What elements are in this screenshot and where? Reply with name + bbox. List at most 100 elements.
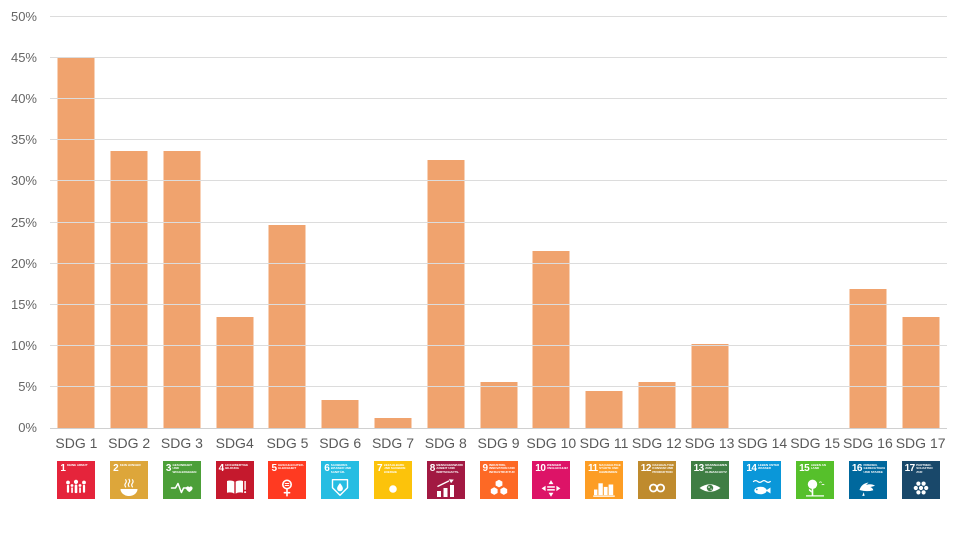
sdg-icon-header: 15 LEBEN AN LAND	[796, 461, 834, 473]
gridline-20	[50, 262, 947, 264]
bar-sdg4	[216, 317, 254, 428]
bar-slot-sdg-7	[367, 17, 420, 428]
sdg-icon-number: 4	[218, 462, 225, 474]
sdg-8-icon: 8MENSCHENWÜRDIGE ARBEIT UND WIRTSCHAFTS-…	[426, 461, 465, 499]
bar-sdg-5	[268, 224, 306, 428]
sdg-icon-slot-2: 2 KEIN HUNGER	[103, 461, 156, 499]
x-axis-label-sdg-14: SDG 14	[737, 435, 788, 451]
sdg-icon-header: 9 INDUSTRIE, INNOVATION UND INFRASTRUKTUR	[480, 461, 518, 473]
sdg-icon-title: KEIN HUNGER	[119, 464, 141, 467]
sdg-icon-title: NACHHALTIGE/R KONSUM UND PRODUKTION	[652, 464, 674, 473]
sdg-icon-slot-7: 7 BEZAHLBARE UND SAUBERE ENERGIE	[367, 461, 420, 499]
sdg-icon-number: 3	[165, 462, 172, 474]
bar-slot-sdg-11	[578, 17, 631, 428]
x-axis-label-sdg-9: SDG 9	[477, 435, 520, 451]
y-axis-tick-label: 10%	[10, 337, 37, 353]
y-axis-tick-label: 0%	[18, 420, 37, 435]
gender-equality-icon	[275, 478, 299, 498]
sdg-icon-header: 2 KEIN HUNGER	[110, 461, 148, 473]
sdg-icon-number: 8	[429, 462, 436, 474]
x-axis-label-sdg-3: SDG 3	[160, 435, 203, 451]
sdg-icon-title: WENIGER UNGLEICHHEITEN	[546, 464, 568, 471]
bar-sdg-6	[321, 400, 359, 428]
sdg-icon-title: GESUNDHEIT UND WOHLERGEHEN	[172, 464, 197, 473]
x-axis-label-sdg-11: SDG 11	[579, 435, 629, 451]
sdg-icon-header: 7 BEZAHLBARE UND SAUBERE ENERGIE	[374, 461, 412, 473]
book-icon	[223, 478, 247, 498]
gridline-25	[50, 221, 947, 223]
bar-sdg-10	[532, 251, 570, 428]
x-axis-label-sdg-5: SDG 5	[266, 435, 309, 451]
bar-sdg-11	[585, 391, 623, 428]
sdg-4-icon: 4 HOCHWERTIGE BILDUNG	[215, 461, 254, 499]
sdg-icon-title: GESCHLECHTER-GLEICHHEIT	[278, 464, 304, 471]
sdg-icon-number: 12	[640, 462, 652, 474]
growth-chart-icon	[434, 478, 458, 498]
sdg-13-icon: 13 MASSNAHMEN ZUM KLIMASCHUTZ	[690, 461, 729, 499]
bar-slot-sdg-3	[156, 17, 209, 428]
sdg-icon-title: PARTNER-SCHAFTEN ZUR ERREICHUNG DER ZIEL…	[916, 464, 933, 473]
bar-slot-sdg-8	[419, 17, 472, 428]
bar-sdg-3	[163, 151, 201, 428]
sdg-icon-number: 1	[60, 462, 66, 474]
y-axis: 0% 5% 10% 15% 20% 25% 30% 35% 40% 45% 50%	[0, 9, 42, 435]
bar-slot-sdg-1	[50, 17, 103, 428]
bar-slot-sdg-16	[841, 17, 894, 428]
gridline-50	[50, 16, 947, 17]
x-axis-label-sdg-13: SDG 13	[684, 435, 735, 451]
sdg-15-icon: 15 LEBEN AN LAND	[796, 461, 835, 499]
bar-slot-sdg-14	[736, 17, 789, 428]
x-axis-label-sdg4: SDG4	[215, 435, 254, 451]
sdg-icon-number: 15	[799, 462, 810, 474]
sdg-icon-header: 14 LEBEN UNTER WASSER	[743, 461, 781, 473]
sdg-icon-title: MENSCHENWÜRDIGE ARBEIT UND WIRTSCHAFTS-W…	[436, 464, 463, 473]
gridline-15	[50, 303, 947, 305]
sdg-icon-title: INDUSTRIE, INNOVATION UND INFRASTRUKTUR	[489, 464, 515, 473]
x-axis-label-sdg-10: SDG 10	[526, 435, 577, 451]
y-axis-tick-label: 30%	[10, 173, 37, 189]
sdg-icon-number: 11	[588, 462, 598, 474]
x-axis-labels: SDG 1 SDG 2 SDG 3 SDG4 SDG 5 SDG 6 SDG 7 SDG 8 S…	[50, 435, 947, 451]
sdg-icon-title: MASSNAHMEN ZUM KLIMASCHUTZ	[705, 464, 727, 473]
fish-icon	[750, 478, 774, 498]
sdg-icon-title: KEINE ARMUT	[66, 464, 88, 467]
y-axis-tick-label: 20%	[10, 255, 37, 271]
sdg-icon-slot-5: 5 GESCHLECHTER-GLEICHHEIT	[261, 461, 314, 499]
gridline-0	[50, 428, 947, 429]
sdg-icon-number: 2	[113, 462, 119, 474]
sdg-icon-header: 11 NACHHALTIGE STÄDTE UND GEMEINDEN	[585, 461, 623, 473]
people-icon	[64, 478, 88, 498]
sdg-icon-number: 16	[851, 462, 863, 474]
x-axis-label-sdg-6: SDG 6	[319, 435, 362, 451]
bar-slot-sdg-17	[894, 17, 947, 428]
y-axis-tick-label: 40%	[10, 91, 37, 107]
bar-slot-sdg-5	[261, 17, 314, 428]
y-axis-tick-label: 35%	[10, 132, 37, 148]
sdg-11-icon: 11 NACHHALTIGE STÄDTE UND GEMEINDEN	[585, 461, 624, 499]
bar-sdg-12	[638, 381, 676, 428]
x-axis-label-sdg-8: SDG 8	[424, 435, 467, 451]
sdg-icon-number: 17	[904, 462, 916, 474]
sdg-icon-title: SAUBERES WASSER UND SANITÄR-EINRICHTUNGE…	[330, 464, 352, 473]
bar-slot-sdg-12	[630, 17, 683, 428]
y-axis-tick-label: 50%	[10, 9, 37, 24]
gridline-30	[50, 180, 947, 182]
rings-icon	[909, 478, 933, 498]
sdg-icon-header: 13 MASSNAHMEN ZUM KLIMASCHUTZ	[691, 461, 729, 473]
bar-sdg-7	[374, 418, 412, 428]
sdg-5-icon: 5 GESCHLECHTER-GLEICHHEIT	[268, 461, 307, 499]
tree-icon	[803, 478, 827, 498]
sdg-3-icon: 3 GESUNDHEIT UND WOHLERGEHEN	[162, 461, 201, 499]
bar-slot-sdg-15	[789, 17, 842, 428]
y-axis-tick-label: 25%	[10, 214, 37, 230]
bar-sdg-2	[110, 151, 148, 428]
bowl-icon	[117, 478, 141, 498]
equality-arrows-icon	[539, 478, 563, 498]
eye-globe-icon	[698, 478, 722, 498]
